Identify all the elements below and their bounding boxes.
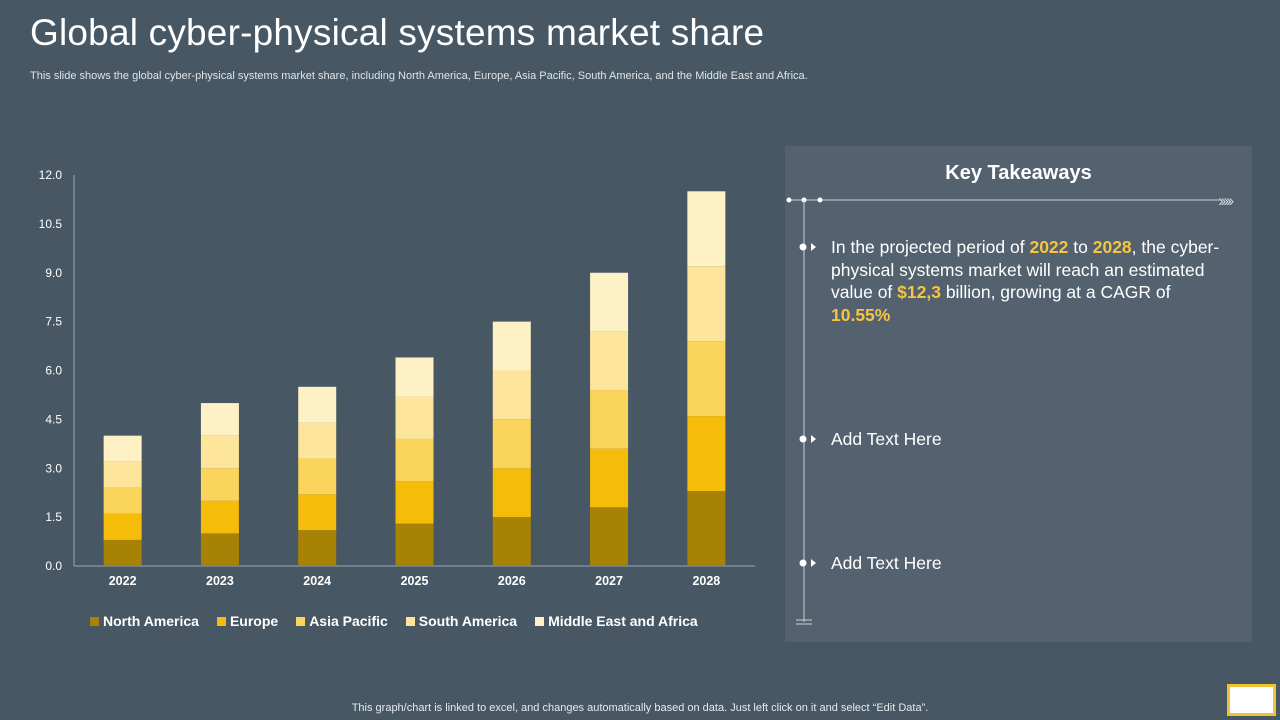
bar-segment-north-america[interactable] [395,523,434,566]
bar-segment-middle-east-and-africa[interactable] [103,435,142,462]
bar-segment-north-america[interactable] [103,539,142,566]
x-tick-label: 2022 [109,574,137,588]
chevrons-icon: ››››› [1218,191,1234,210]
legend-item[interactable]: Europe [216,613,279,629]
bar-segment-south-america[interactable] [200,435,239,469]
bar-segment-asia-pacific[interactable] [687,341,726,417]
y-tick-label: 1.5 [45,510,62,524]
timeline-decoration [786,197,1221,625]
bar-segment-south-america[interactable] [298,422,337,459]
bullet-icon [799,243,816,251]
y-tick-label: 3.0 [45,461,62,475]
bar-segment-middle-east-and-africa[interactable] [395,357,434,397]
x-tick-label: 2023 [206,574,234,588]
bullet-icon [799,435,816,443]
y-tick-label: 9.0 [45,266,62,280]
bar-segment-middle-east-and-africa[interactable] [492,321,531,371]
chart-legend: North America Europe Asia Pacific South Ame… [90,613,698,629]
bar-segment-south-america[interactable] [103,461,142,488]
bar-segment-north-america[interactable] [200,533,239,566]
bar-segment-asia-pacific[interactable] [395,438,434,482]
bar-segment-asia-pacific[interactable] [492,419,531,469]
legend-item[interactable]: Middle East and Africa [535,613,698,629]
bar-segment-asia-pacific[interactable] [298,458,337,495]
bar-segment-asia-pacific[interactable] [103,487,142,514]
x-tick-label: 2026 [498,574,526,588]
x-tick-label: 2027 [595,574,623,588]
page-title: Global cyber-physical systems market sha… [30,12,765,53]
corner-logo-box [1227,684,1276,716]
bar-segment-asia-pacific[interactable] [200,468,239,501]
bar-segment-north-america[interactable] [687,491,726,566]
stacked-bar-chart[interactable]: 0.0 1.5 3.0 4.5 6.0 7.5 9.0 10.5 12.0 2022 2023 202… [0,0,780,600]
highlight-start-year: 2022 [1029,237,1069,257]
footer-note: This graph/chart is linked to excel, and… [351,702,929,714]
legend-swatch [296,616,306,626]
key-takeaways-heading: Key Takeaways [945,162,1092,184]
x-tick-label: 2028 [692,574,720,588]
bar-segment-europe[interactable] [395,481,434,524]
y-tick-label: 0.0 [45,559,62,573]
legend-label: North America [103,613,199,629]
legend-label: Middle East and Africa [548,613,698,629]
bar-segment-south-america[interactable] [590,331,629,391]
highlight-market-value: $12,3 [897,282,941,302]
legend-item[interactable]: South America [405,613,518,629]
legend-label: Asia Pacific [309,613,388,629]
legend-swatch [90,616,99,626]
legend-label: Europe [229,613,279,629]
legend-swatch [535,616,545,626]
y-tick-label: 7.5 [45,315,62,329]
legend-swatch [405,616,415,626]
takeaway-item-1: In the projected period of 2022 to 2028,… [831,237,1220,325]
bar-segment-europe[interactable] [298,494,337,531]
y-tick-label: 10.5 [39,217,63,231]
bar-segment-europe[interactable] [687,416,726,492]
takeaway-item-2[interactable]: Add Text Here [831,429,942,449]
y-tick-label: 12.0 [39,168,63,182]
legend-swatch [216,616,226,626]
bar-segment-middle-east-and-africa[interactable] [590,272,629,332]
bar-segment-europe[interactable] [103,513,142,540]
x-tick-label: 2024 [303,574,331,588]
bar-segment-europe[interactable] [492,468,531,518]
bar-segment-north-america[interactable] [298,530,337,566]
bar-segment-south-america[interactable] [687,266,726,342]
bar-segment-middle-east-and-africa[interactable] [687,191,726,267]
bar-segment-north-america[interactable] [590,507,629,566]
bullet-icon [799,559,816,567]
highlight-cagr: 10.55% [831,304,891,325]
takeaway-item-3[interactable]: Add Text Here [831,553,942,573]
highlight-end-year: 2028 [1092,237,1132,257]
legend-item[interactable]: Asia Pacific [296,613,388,629]
key-takeaways-panel: Key Takeaways ››››› In the projected per… [785,146,1252,642]
bar-segment-europe[interactable] [200,500,239,534]
y-tick-label: 4.5 [45,412,62,426]
bar-segment-middle-east-and-africa[interactable] [200,403,239,436]
bar-segment-south-america[interactable] [395,396,434,439]
bar-segment-asia-pacific[interactable] [590,390,629,449]
x-tick-label: 2025 [401,574,429,588]
bar-segment-europe[interactable] [590,448,629,508]
legend-label: South America [418,613,518,629]
y-tick-label: 6.0 [45,364,62,378]
bar-segment-north-america[interactable] [492,517,531,566]
bar-segment-south-america[interactable] [492,370,531,420]
page-subtitle: This slide shows the global cyber-physic… [30,70,808,82]
bar-segment-middle-east-and-africa[interactable] [298,386,337,423]
legend-item[interactable]: North America [90,613,199,629]
